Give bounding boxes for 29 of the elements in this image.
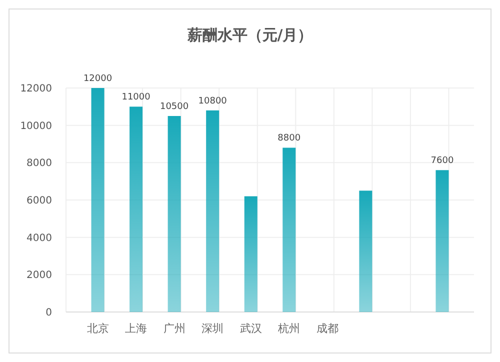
y-tick-label: 8000 (26, 158, 52, 170)
y-tick-label: 10000 (20, 120, 52, 132)
y-tick-label: 6000 (26, 196, 52, 206)
data-label: 12000 (83, 74, 112, 84)
x-tick-label: 上海 (125, 322, 148, 335)
y-tick-label: 0 (46, 308, 52, 318)
data-label: 11000 (122, 92, 151, 103)
bar (244, 196, 258, 312)
bar (436, 170, 449, 312)
data-label: 10800 (198, 96, 228, 106)
x-tick-label: 广州 (163, 322, 186, 335)
x-tick-label: 北京 (86, 322, 109, 335)
x-tick-label: 成都 (316, 322, 338, 335)
data-label: 7600 (430, 156, 454, 166)
chart-title: 薪酬水平（元/月） (186, 26, 313, 44)
y-tick-label: 2000 (26, 270, 52, 282)
data-label: 8800 (278, 134, 301, 144)
x-tick-label: 深圳 (202, 322, 224, 335)
bar (130, 106, 143, 312)
bar (359, 190, 372, 312)
bar (282, 148, 296, 312)
bar (168, 116, 181, 312)
data-label: 10500 (160, 102, 189, 112)
bar (91, 88, 104, 312)
y-tick-label: 12000 (20, 84, 52, 94)
y-tick-label: 4000 (26, 232, 52, 244)
bar (206, 110, 220, 312)
x-tick-label: 武汉 (240, 322, 262, 335)
x-tick-label: 杭州 (277, 322, 300, 335)
